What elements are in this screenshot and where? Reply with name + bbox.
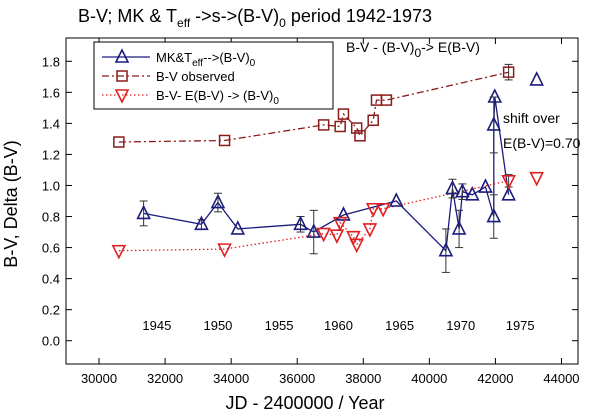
mk-teff-marker [136, 204, 151, 220]
year-label: 1945 [142, 318, 171, 333]
mk-teff-marker [438, 241, 454, 257]
year-label: 1965 [385, 318, 414, 333]
year-label: 1970 [446, 318, 475, 333]
year-label: 1955 [265, 318, 294, 333]
observed-marker [113, 136, 125, 148]
legend-label-observed: B-V observed [156, 69, 235, 84]
corrected-marker [111, 244, 127, 260]
chart-title: B-V; MK & Teff ->s->(B-V)0 period 1942-1… [78, 6, 432, 30]
observed-marker [367, 114, 379, 127]
annotation-shift-line2: E(B-V)=0.70 [503, 135, 581, 151]
mk-teff-marker-extra [529, 71, 545, 86]
mk-teff-marker [478, 178, 493, 193]
corrected-marker [375, 202, 391, 218]
observed-marker [218, 134, 231, 147]
observed-marker [317, 119, 330, 131]
mk-teff-marker [445, 179, 460, 195]
legend-corrected-marker [114, 89, 130, 104]
x-tick-label: 40000 [411, 371, 447, 386]
corrected-marker [349, 238, 364, 254]
corrected-marker [332, 216, 348, 232]
y-axis-label: B-V, Delta (B-V) [1, 140, 21, 267]
observed-marker [354, 130, 366, 142]
year-label: 1950 [203, 318, 232, 333]
corrected-marker [316, 227, 331, 243]
x-tick-label: 34000 [213, 371, 249, 386]
observed-marker [502, 66, 515, 78]
annotation-shift-line1: shift over [503, 110, 560, 126]
mk-teff-marker [455, 182, 470, 198]
y-tick-label: 0.0 [42, 334, 60, 349]
x-tick-label: 38000 [345, 371, 381, 386]
mk-teff-marker [451, 220, 467, 235]
observed-marker [337, 108, 350, 120]
observed-marker [334, 120, 346, 133]
y-tick-label: 1.6 [42, 85, 60, 100]
x-tick-label: 44000 [543, 371, 579, 386]
y-tick-label: 1.2 [42, 147, 60, 162]
x-tick-label: 30000 [81, 371, 117, 386]
mk-teff-marker [293, 215, 308, 231]
y-tick-label: 0.6 [42, 241, 60, 256]
legend-samples [102, 48, 150, 104]
observed-marker [350, 122, 363, 134]
y-tick-label: 0.2 [42, 303, 60, 318]
axis-ticks: 30000 32000 34000 36000 38000 40000 42000 44000… [42, 38, 580, 386]
x-tick-label: 36000 [279, 371, 315, 386]
x-axis-label: JD - 2400000 / Year [225, 393, 384, 413]
legend-observed-marker [116, 70, 128, 82]
y-tick-label: 0.8 [42, 210, 60, 225]
data-markers [111, 66, 545, 260]
mk-teff-marker [230, 220, 246, 235]
plot-frame [65, 37, 579, 365]
corrected-marker [217, 243, 232, 258]
legend-label-corrected: B-V- E(B-V) -> (B-V)0 [156, 88, 279, 107]
x-tick-label: 32000 [147, 371, 183, 386]
y-tick-label: 1.8 [42, 54, 60, 69]
y-tick-label: 1.4 [42, 116, 60, 131]
year-label: 1975 [506, 318, 535, 333]
mk-teff-marker [194, 215, 209, 231]
mk-teff-marker [486, 207, 502, 223]
annotation-extinction: B-V - (B-V)0-> E(B-V) [346, 39, 480, 60]
corrected-marker [329, 229, 345, 244]
mk-teff-marker [486, 116, 502, 131]
mk-teff-marker [210, 193, 226, 209]
mk-teff-marker [336, 206, 351, 221]
corrected-marker [346, 230, 361, 246]
mk-teff-marker [465, 186, 480, 201]
mk-teff-marker [306, 223, 322, 238]
corrected-marker [365, 202, 381, 218]
legend-mk-teff-marker [114, 48, 130, 63]
x-tick-label: 42000 [477, 371, 513, 386]
corrected-marker-extra [529, 171, 545, 187]
legend-label-mk: MK&Teff-->(B-V)0 [156, 50, 256, 69]
mk-teff-marker [487, 88, 503, 103]
mk-teff-marker [501, 186, 516, 201]
mk-teff-marker [389, 192, 404, 207]
y-tick-label: 0.4 [42, 272, 60, 287]
year-label: 1960 [324, 318, 353, 333]
corrected-marker [501, 175, 516, 190]
observed-marker [380, 94, 393, 106]
legend: MK&Teff-->(B-V)0 B-V observed B-V- E(B-V… [93, 41, 334, 110]
corrected-marker [362, 223, 378, 238]
y-tick-label: 1.0 [42, 178, 60, 193]
